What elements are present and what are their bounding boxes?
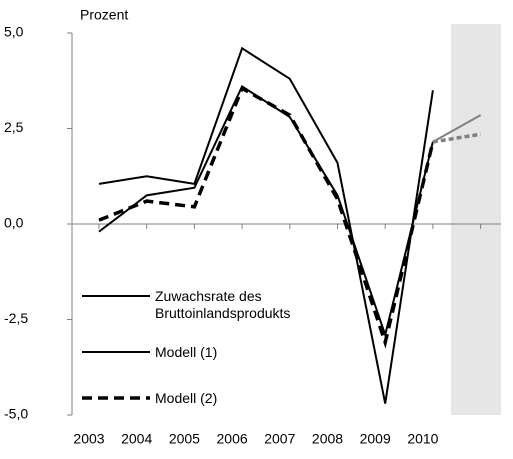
forecast-line [432,132,481,144]
y-axis-label: Prozent [80,7,128,23]
series-line [98,46,434,404]
forecast-shade [451,24,501,415]
x-tick-label: 2008 [312,431,343,447]
x-tick-label: 2006 [217,431,248,447]
forecast-line [432,114,482,143]
x-tick-label: 2009 [360,431,391,447]
y-tick-label: -5,0 [4,406,28,422]
x-tick-label: 2010 [407,431,438,447]
legend-label: Modell (2) [155,390,218,406]
legend-label: Modell (1) [155,344,218,360]
y-tick-label: 5,0 [4,24,24,40]
y-tick-label: -2,5 [4,310,28,326]
x-tick-label: 2007 [264,431,295,447]
series-line [98,85,434,339]
x-tick-label: 2005 [169,431,200,447]
y-tick-label: 2,5 [4,119,24,135]
series-line [98,85,435,349]
x-tick-label: 2004 [121,431,152,447]
x-tick-label: 2003 [73,431,104,447]
y-tick-label: 0,0 [4,215,24,231]
legend-label: Zuwachsrate des Bruttoinlandsprodukts [155,288,291,321]
